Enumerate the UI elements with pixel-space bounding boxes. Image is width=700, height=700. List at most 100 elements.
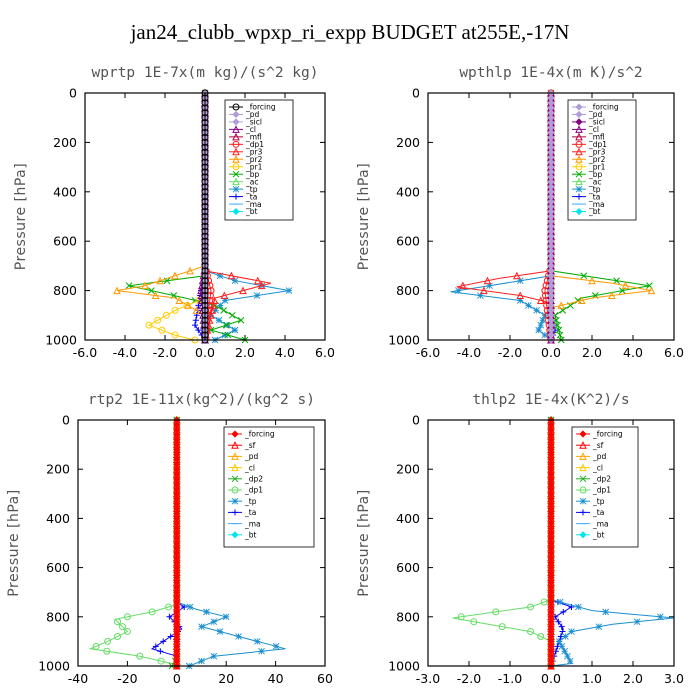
legend-label: _dp2 xyxy=(244,475,263,484)
x-tick-label: -1.0 xyxy=(498,671,522,686)
y-tick-label: 800 xyxy=(53,283,77,298)
data-point xyxy=(201,138,209,146)
x-tick-label: 4.0 xyxy=(275,345,295,360)
data-point xyxy=(192,322,198,329)
panel-2: wpthlp 1E-4x(m K)/s^2 Pressure [hPa] -6.0 -… xyxy=(356,65,684,360)
legend-label: _bt xyxy=(588,207,601,216)
x-tick-label: 0 xyxy=(173,671,181,686)
data-point xyxy=(216,272,224,280)
legend-label: _pd xyxy=(588,110,603,119)
data-point xyxy=(201,267,209,275)
data-point xyxy=(103,647,111,655)
data-point xyxy=(201,277,209,285)
data-point xyxy=(201,148,209,156)
y-tick-label: 1000 xyxy=(388,333,420,348)
data-point xyxy=(558,643,566,650)
legend-label: _ma xyxy=(244,519,261,528)
data-point xyxy=(201,203,209,211)
x-tick-label: -20 xyxy=(117,671,137,686)
data-point xyxy=(235,633,242,640)
data-point xyxy=(186,266,194,275)
data-point xyxy=(148,608,156,616)
data-point xyxy=(118,623,126,631)
legend-marker xyxy=(232,177,240,186)
legend-label: _bt xyxy=(245,207,258,216)
data-point xyxy=(477,292,484,299)
x-tick-label: 6.0 xyxy=(664,345,684,360)
legend-label: _bt xyxy=(592,531,605,540)
data-point xyxy=(201,227,209,235)
legend-label: _ta xyxy=(592,508,604,517)
legend-marker xyxy=(579,441,587,449)
data-point xyxy=(201,242,209,250)
data-point xyxy=(201,316,209,324)
data-point xyxy=(184,301,192,309)
panel-3: rtp2 1E-11x(kg^2)/(kg^2 s) Pressure [hPa]… xyxy=(6,392,333,686)
data-point xyxy=(237,316,245,324)
legend-marker xyxy=(575,140,583,148)
y-tick-label: 600 xyxy=(396,234,420,249)
series-line-tp xyxy=(450,93,552,341)
legend-label: _ma xyxy=(245,200,262,209)
y-tick-label: 0 xyxy=(69,86,77,101)
data-point xyxy=(201,198,209,206)
data-point xyxy=(201,213,209,220)
data-point xyxy=(175,296,184,304)
data-point xyxy=(114,618,122,626)
legend-label: _mfl xyxy=(245,133,262,142)
plot-frame xyxy=(427,92,675,341)
y-tick-label: 600 xyxy=(396,560,420,575)
legend-marker xyxy=(576,193,582,200)
data-point xyxy=(201,247,209,255)
legend-label: _ac xyxy=(588,177,601,186)
data-point xyxy=(157,648,164,655)
legend-marker xyxy=(580,509,586,516)
data-point xyxy=(231,326,239,334)
data-point xyxy=(215,316,223,324)
data-point xyxy=(560,608,567,615)
x-tick-label: 2.0 xyxy=(623,671,643,686)
data-point xyxy=(588,276,596,285)
data-point xyxy=(136,652,144,660)
data-point xyxy=(201,109,209,117)
legend-marker xyxy=(575,177,583,186)
legend-label: _cl xyxy=(245,125,256,134)
legend-marker xyxy=(579,486,587,494)
data-point xyxy=(201,272,209,280)
legend-marker xyxy=(575,110,583,119)
data-point xyxy=(222,613,230,621)
legend-marker xyxy=(579,463,587,472)
legend-box xyxy=(223,426,315,548)
legend-label: _pd xyxy=(244,452,259,461)
data-point xyxy=(577,296,586,304)
legend-label: _pr1 xyxy=(588,162,606,171)
legend-label: _sicl xyxy=(245,118,262,127)
data-point xyxy=(207,311,215,319)
data-point xyxy=(486,282,493,289)
x-tick-label: -3.0 xyxy=(416,671,440,686)
x-tick-label: -40 xyxy=(68,671,88,686)
data-point xyxy=(541,331,549,339)
data-point xyxy=(201,311,209,319)
data-point xyxy=(171,271,179,280)
data-point xyxy=(210,652,218,660)
data-point xyxy=(457,613,465,621)
legend-label: _dp1 xyxy=(245,140,264,149)
panel-title: wpthlp 1E-4x(m K)/s^2 xyxy=(459,65,642,81)
y-tick-label: 1000 xyxy=(45,333,77,348)
legend-marker xyxy=(231,475,239,483)
legend-marker xyxy=(232,155,240,163)
data-point xyxy=(201,208,209,216)
data-point xyxy=(201,287,209,295)
data-point xyxy=(201,237,209,245)
data-point xyxy=(201,124,209,132)
legend-marker xyxy=(575,163,583,171)
data-point xyxy=(222,321,230,329)
data-point xyxy=(556,331,564,339)
panel-1: wprtp 1E-7x(m kg)/(s^2 kg) Pressure [hPa]… xyxy=(13,65,335,360)
legend-label: _pr3 xyxy=(588,148,606,157)
data-point xyxy=(216,628,224,635)
data-point xyxy=(575,603,582,611)
data-point xyxy=(224,331,232,339)
